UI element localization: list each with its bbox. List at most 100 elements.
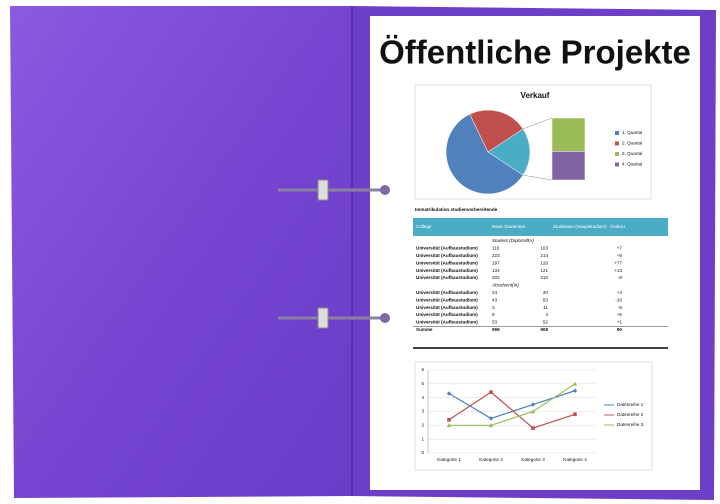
legend-label: Datenreihe 2 xyxy=(617,412,644,417)
marker xyxy=(447,418,451,422)
table-cell: 214 xyxy=(540,253,548,258)
fastener-clip xyxy=(317,307,329,329)
marker xyxy=(572,381,578,386)
marker xyxy=(531,426,535,430)
pie-bar-segment xyxy=(551,151,586,181)
x-tick-label: Kategorie 3 xyxy=(521,457,545,462)
table-cell: Universität (Aufbaustudium) xyxy=(416,260,478,265)
table-cell: 11 xyxy=(543,305,548,310)
legend-label: 3. Quartal xyxy=(622,151,642,156)
x-tick-label: Kategorie 2 xyxy=(479,457,503,462)
table-cell: Universität (Aufbaustudium) xyxy=(416,320,478,325)
table-cell: 223 xyxy=(492,253,500,258)
table-cell: Universität (Aufbaustudium) xyxy=(416,297,478,302)
fastener-end xyxy=(380,313,390,323)
table-cell: Universität (Aufbaustudium) xyxy=(416,253,478,258)
y-tick-label: 5 xyxy=(421,381,424,386)
table-cell: -8 xyxy=(618,305,623,310)
y-tick-label: 6 xyxy=(421,367,424,372)
folder-cover xyxy=(10,6,352,498)
marker xyxy=(530,402,536,407)
table-cell: 121 xyxy=(540,268,548,273)
table-title: Immatrikulation studienvorbereitende xyxy=(415,207,498,212)
table-cell: -8 xyxy=(618,275,623,280)
legend-swatch xyxy=(615,162,619,167)
legend-label: Datenreihe 1 xyxy=(617,402,644,407)
y-tick-label: 3 xyxy=(421,409,424,414)
table-cell: 24 xyxy=(492,290,498,295)
table-cell: 53 xyxy=(543,297,549,302)
legend-label: Datenreihe 3 xyxy=(617,422,644,427)
table-header: Neue Studenten xyxy=(492,224,526,229)
table-cell: +77 xyxy=(614,260,622,265)
table-total: 998 xyxy=(492,327,500,332)
series-line xyxy=(448,391,576,429)
pie-title: Verkauf xyxy=(521,91,550,100)
pie-slice xyxy=(469,109,524,153)
x-tick-label: Kategorie 4 xyxy=(563,457,587,462)
table-cell: +4 xyxy=(617,290,623,295)
legend-label: 1. Quartal xyxy=(622,130,642,135)
pie-slice xyxy=(487,128,531,176)
table-header: Studenten (Hauptstudium) xyxy=(553,224,607,229)
table-cell: +13 xyxy=(614,268,622,273)
table-cell: 43 xyxy=(492,297,498,302)
marker xyxy=(572,388,578,393)
marker xyxy=(446,423,452,428)
table-cell: 110 xyxy=(492,246,500,251)
table-cell: 120 xyxy=(540,260,548,265)
marker xyxy=(446,391,452,396)
table-cell: +9 xyxy=(617,253,623,258)
marker xyxy=(488,423,494,428)
table-cell: +7 xyxy=(617,246,623,251)
table-total: 908 xyxy=(540,327,548,332)
table-cell: 134 xyxy=(492,268,500,273)
table-header-band xyxy=(413,218,668,236)
y-tick-label: 1 xyxy=(421,436,424,441)
y-tick-label: 4 xyxy=(421,395,424,400)
legend-label: 2. Quartal xyxy=(622,141,642,146)
table-total: Summe xyxy=(416,327,433,332)
marker xyxy=(488,416,494,421)
fastener-clip xyxy=(317,179,329,201)
table-cell: 202 xyxy=(492,275,500,280)
connector xyxy=(522,117,553,130)
table-total: 90 xyxy=(617,327,623,332)
table-cell: 53 xyxy=(492,320,498,325)
table-cell: 103 xyxy=(540,246,548,251)
legend-swatch xyxy=(615,131,619,135)
table-cell: Universität (Aufbaustudium) xyxy=(416,305,478,310)
table-cell: Universität (Aufbaustudium) xyxy=(416,312,478,317)
table-cell: Universität (Aufbaustudium) xyxy=(416,290,478,295)
table-subheading: Absolvent(in) xyxy=(491,283,519,288)
marker xyxy=(530,409,536,414)
table-subheading: Student (Diplom/BA) xyxy=(492,238,534,243)
marker xyxy=(573,412,577,417)
table-cell: 9 xyxy=(492,312,495,317)
y-tick-label: 0 xyxy=(421,450,424,455)
table-header: Änderu xyxy=(610,223,625,229)
table-cell: 52 xyxy=(543,320,549,325)
table-cell: 4 xyxy=(545,312,548,317)
table-cell: Universität (Aufbaustudium) xyxy=(416,275,478,280)
document-title: Öffentliche Projekte xyxy=(379,34,691,71)
legend-swatch xyxy=(615,152,619,156)
fastener xyxy=(278,179,390,329)
table-cell: 3 xyxy=(492,305,495,310)
table-header: College xyxy=(416,224,432,229)
marker xyxy=(489,390,493,394)
pie-slice xyxy=(445,113,524,195)
table-cell: +5 xyxy=(617,312,623,317)
legend-swatch xyxy=(615,141,619,146)
table-cell: -10 xyxy=(615,297,622,302)
table-cell: +1 xyxy=(617,320,623,325)
y-tick-label: 2 xyxy=(421,423,424,428)
series-line xyxy=(449,383,576,426)
fastener-end xyxy=(380,185,390,195)
x-tick-label: Kategorie 1 xyxy=(437,457,461,462)
table-cell: Universität (Aufbaustudium) xyxy=(416,246,478,251)
connector xyxy=(523,174,553,181)
table-cell: 20 xyxy=(543,290,549,295)
table-cell: Universität (Aufbaustudium) xyxy=(416,268,478,273)
